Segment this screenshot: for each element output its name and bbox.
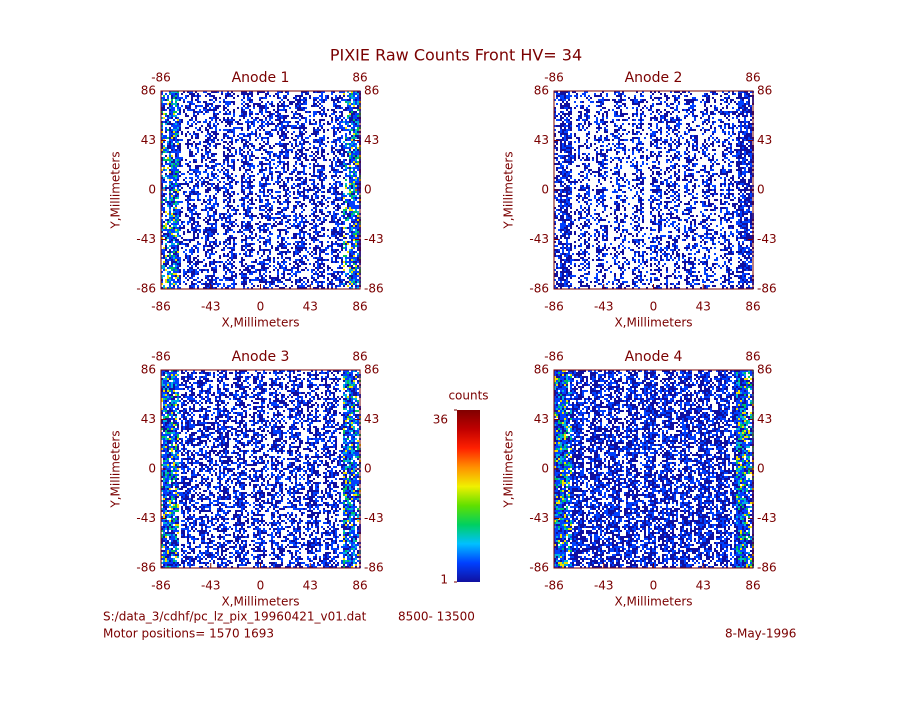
x-tick-label: -43 xyxy=(201,579,221,593)
y-tick-label: 86 xyxy=(141,363,156,377)
y-tick-label: 0 xyxy=(541,183,549,197)
y-tick-label: 0 xyxy=(541,462,549,476)
y2-tick-label: -86 xyxy=(364,282,384,296)
x2-tick-label: 86 xyxy=(745,350,760,364)
y-tick-label: -43 xyxy=(529,511,549,525)
x-tick-label: 43 xyxy=(696,300,711,314)
y2-tick-label: -43 xyxy=(364,232,384,246)
x-tick-label: 0 xyxy=(257,579,265,593)
x-tick-label: 0 xyxy=(650,300,658,314)
y-tick-label: 0 xyxy=(148,183,156,197)
y2-tick-label: -86 xyxy=(757,561,777,575)
footer-motor: Motor positions= 1570 1693 xyxy=(103,627,274,641)
x-tick-label: 86 xyxy=(352,579,367,593)
y-axis-label: Y,Millimeters xyxy=(109,430,123,508)
y-tick-label: -86 xyxy=(136,561,156,575)
x-tick-label: 86 xyxy=(352,300,367,314)
heatmap-texture xyxy=(554,91,754,289)
x-axis-label: X,Millimeters xyxy=(614,595,692,609)
y2-tick-label: 43 xyxy=(757,412,772,426)
panel-title: Anode 1 xyxy=(232,70,290,86)
y-tick-label: -43 xyxy=(136,232,156,246)
x-axis-label: X,Millimeters xyxy=(614,316,692,330)
x-tick-label: -86 xyxy=(544,579,564,593)
x2-tick-label: -86 xyxy=(151,71,171,85)
x-tick-label: 43 xyxy=(303,300,318,314)
page-title: PIXIE Raw Counts Front HV= 34 xyxy=(330,46,582,65)
x2-tick-label: 86 xyxy=(745,71,760,85)
y2-tick-label: -43 xyxy=(757,232,777,246)
x2-tick-label: -86 xyxy=(544,71,564,85)
y2-tick-label: 86 xyxy=(364,84,379,98)
x-tick-label: -43 xyxy=(594,300,614,314)
heatmap-texture xyxy=(161,91,361,289)
y-tick-label: 43 xyxy=(141,133,156,147)
y-tick-label: 0 xyxy=(148,462,156,476)
x-tick-label: 0 xyxy=(650,579,658,593)
y2-tick-label: 0 xyxy=(364,462,372,476)
y2-tick-label: 43 xyxy=(364,412,379,426)
y-tick-label: 43 xyxy=(534,133,549,147)
y-tick-label: -86 xyxy=(136,282,156,296)
y2-tick-label: 0 xyxy=(757,183,765,197)
y-tick-label: 86 xyxy=(534,84,549,98)
panel-title: Anode 4 xyxy=(625,349,683,365)
x2-tick-label: 86 xyxy=(352,71,367,85)
x-tick-label: -43 xyxy=(594,579,614,593)
footer-file: S:/data_3/cdhf/pc_lz_pix_19960421_v01.da… xyxy=(103,610,367,624)
colorbar xyxy=(457,410,480,582)
x-tick-label: -86 xyxy=(544,300,564,314)
y2-tick-label: -43 xyxy=(364,511,384,525)
x-tick-label: 86 xyxy=(745,300,760,314)
x-axis-label: X,Millimeters xyxy=(221,595,299,609)
colorbar-tick-label: 36 xyxy=(433,413,448,427)
y-tick-label: 43 xyxy=(534,412,549,426)
colorbar-label: counts xyxy=(448,389,488,403)
x-axis-label: X,Millimeters xyxy=(221,316,299,330)
heatmap-texture xyxy=(161,370,361,568)
y2-tick-label: 43 xyxy=(364,133,379,147)
panel-title: Anode 3 xyxy=(232,349,290,365)
panel-title: Anode 2 xyxy=(625,70,683,86)
y-axis-label: Y,Millimeters xyxy=(109,151,123,229)
y2-tick-label: -86 xyxy=(757,282,777,296)
y-tick-label: -86 xyxy=(529,561,549,575)
x-tick-label: 43 xyxy=(696,579,711,593)
y2-tick-label: -86 xyxy=(364,561,384,575)
footer-date: 8-May-1996 xyxy=(725,627,796,641)
x-tick-label: -43 xyxy=(201,300,221,314)
x-tick-label: -86 xyxy=(151,300,171,314)
x2-tick-label: 86 xyxy=(352,350,367,364)
x2-tick-label: -86 xyxy=(151,350,171,364)
y-axis-label: Y,Millimeters xyxy=(502,430,516,508)
y2-tick-label: 86 xyxy=(757,84,772,98)
x-tick-label: 43 xyxy=(303,579,318,593)
x-tick-label: -86 xyxy=(151,579,171,593)
y-tick-label: -43 xyxy=(136,511,156,525)
y2-tick-label: -43 xyxy=(757,511,777,525)
colorbar-tick-label: 1 xyxy=(440,573,448,587)
y2-tick-label: 0 xyxy=(364,183,372,197)
y2-tick-label: 43 xyxy=(757,133,772,147)
x2-tick-label: -86 xyxy=(544,350,564,364)
y-axis-label: Y,Millimeters xyxy=(502,151,516,229)
footer-range: 8500- 13500 xyxy=(398,610,475,624)
y-tick-label: -86 xyxy=(529,282,549,296)
y2-tick-label: 86 xyxy=(364,363,379,377)
y2-tick-label: 0 xyxy=(757,462,765,476)
y2-tick-label: 86 xyxy=(757,363,772,377)
heatmap-texture xyxy=(161,370,361,568)
x-tick-label: 0 xyxy=(257,300,265,314)
y-tick-label: 43 xyxy=(141,412,156,426)
y-tick-label: 86 xyxy=(141,84,156,98)
heatmap-texture xyxy=(554,370,754,568)
y-tick-label: 86 xyxy=(534,363,549,377)
x-tick-label: 86 xyxy=(745,579,760,593)
y-tick-label: -43 xyxy=(529,232,549,246)
